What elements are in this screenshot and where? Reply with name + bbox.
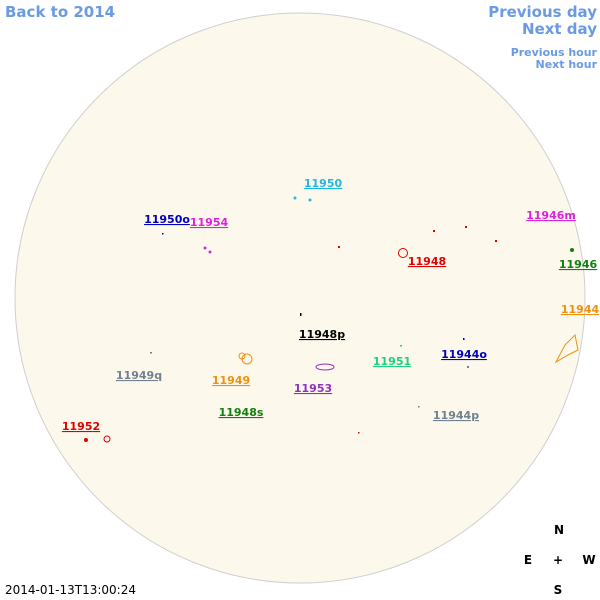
spot xyxy=(162,233,164,235)
region-label[interactable]: 11944p xyxy=(433,409,479,422)
region-label[interactable]: 11951 xyxy=(373,355,411,368)
region-label[interactable]: 11944o xyxy=(441,348,487,361)
spot xyxy=(84,438,88,442)
spot xyxy=(467,366,469,368)
spot xyxy=(400,345,402,347)
compass-east: E xyxy=(524,553,532,567)
spot xyxy=(203,246,207,250)
region-label[interactable]: 11950 xyxy=(304,177,343,190)
spot xyxy=(418,406,420,408)
region-label[interactable]: 11953 xyxy=(294,382,332,395)
previous-hour-link[interactable]: Previous hour xyxy=(511,46,598,59)
region-label[interactable]: 11946m xyxy=(526,209,576,222)
region-label[interactable]: 11949 xyxy=(212,374,250,387)
next-day-link[interactable]: Next day xyxy=(522,20,597,38)
spot xyxy=(150,352,152,354)
spot xyxy=(238,352,246,360)
next-hour-link[interactable]: Next hour xyxy=(536,58,598,71)
spot xyxy=(358,432,360,434)
region-label[interactable]: 11948 xyxy=(408,255,446,268)
spot xyxy=(398,248,408,258)
spot xyxy=(315,363,335,371)
compass-west: W xyxy=(582,553,595,567)
sunspots xyxy=(84,196,579,443)
spot xyxy=(103,435,111,443)
spot xyxy=(338,246,340,248)
back-year-link[interactable]: Back to 2014 xyxy=(5,3,115,21)
region-label[interactable]: 11948s xyxy=(219,406,264,419)
region-label[interactable]: 11950o xyxy=(144,213,190,226)
spot xyxy=(300,313,302,316)
compass-south: S xyxy=(554,583,563,597)
previous-day-link[interactable]: Previous day xyxy=(488,3,597,21)
region-label[interactable]: 11949q xyxy=(116,369,162,382)
region-label[interactable]: 11954 xyxy=(190,216,229,229)
spot xyxy=(433,230,435,232)
timestamp: 2014-01-13T13:00:24 xyxy=(5,583,136,597)
region-label[interactable]: 11946 xyxy=(559,258,598,271)
region-label[interactable]: 11948p xyxy=(299,328,345,341)
spot xyxy=(465,226,467,228)
spot xyxy=(308,198,312,202)
compass-north: N xyxy=(554,523,564,537)
region-label[interactable]: 11952 xyxy=(62,420,100,433)
region-label[interactable]: 11944 xyxy=(561,303,600,316)
spot xyxy=(495,240,497,242)
compass-center: + xyxy=(553,553,563,567)
solar-disk xyxy=(14,12,586,584)
spot xyxy=(554,333,579,364)
spot xyxy=(293,196,297,200)
spot xyxy=(570,248,574,252)
spot xyxy=(208,250,212,254)
spot xyxy=(463,338,465,340)
